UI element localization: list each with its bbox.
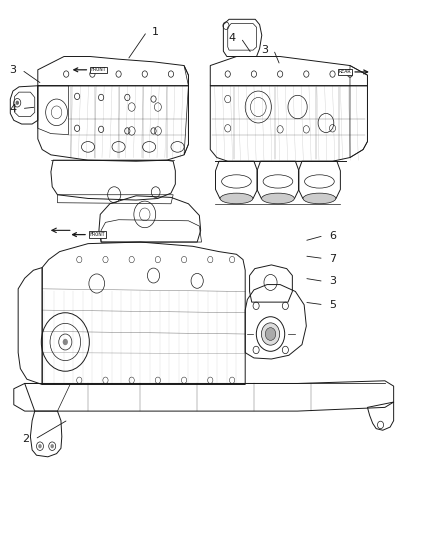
Ellipse shape — [261, 193, 294, 204]
Circle shape — [265, 328, 276, 341]
Text: FRONT: FRONT — [89, 232, 105, 237]
Text: 3: 3 — [261, 45, 268, 54]
Ellipse shape — [261, 323, 280, 345]
Text: 1: 1 — [152, 27, 159, 37]
Ellipse shape — [220, 193, 253, 204]
Text: FRONT: FRONT — [91, 67, 106, 72]
Circle shape — [15, 101, 19, 105]
Ellipse shape — [303, 193, 336, 204]
Circle shape — [38, 444, 42, 448]
Text: 3: 3 — [10, 65, 16, 75]
Text: 2: 2 — [22, 434, 30, 445]
Text: 3: 3 — [329, 277, 336, 286]
Circle shape — [50, 444, 54, 448]
Text: 4: 4 — [9, 103, 17, 114]
Text: 7: 7 — [329, 254, 336, 263]
Circle shape — [63, 339, 68, 345]
Text: REAR: REAR — [339, 69, 351, 75]
Text: 6: 6 — [329, 231, 336, 241]
Text: 5: 5 — [329, 300, 336, 310]
Text: 4: 4 — [229, 33, 236, 43]
